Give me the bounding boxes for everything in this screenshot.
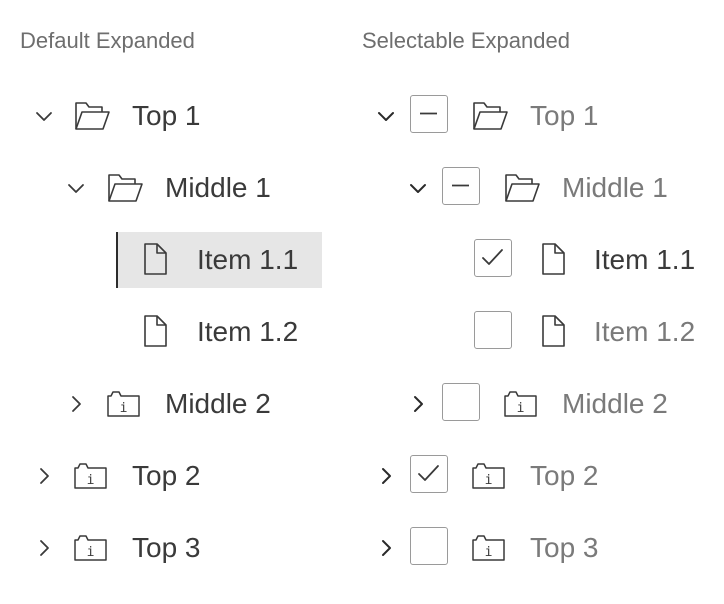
checkbox-unchecked[interactable] [474,311,512,349]
node-label: Top 3 [132,532,201,563]
chevron-right-icon[interactable] [376,538,396,558]
tree-node-middle-1[interactable]: Middle 1 [350,160,724,216]
chevron-down-icon[interactable] [408,178,428,198]
info-folder-icon: i [472,462,508,496]
chevron-right-icon[interactable] [408,394,428,414]
svg-text:i: i [87,545,95,560]
svg-text:i: i [485,473,493,488]
tree-node-middle-2[interactable]: i Middle 2 [0,376,350,432]
checkbox-checked[interactable] [474,239,512,277]
node-label: Top 2 [530,460,599,491]
folder-open-icon [504,171,540,205]
checkbox-indeterminate[interactable] [410,95,448,133]
node-label: Top 1 [132,100,201,131]
tree-node-middle-2[interactable]: i Middle 2 [350,376,724,432]
info-folder-icon: i [74,534,110,568]
chevron-right-icon[interactable] [34,538,54,558]
chevron-right-icon[interactable] [34,466,54,486]
default-expanded-panel: Default Expanded Top 1 Middle 1 Item 1.1 [0,0,350,604]
tree-node-item-1-1[interactable]: Item 1.1 [0,232,350,288]
file-icon [540,242,576,276]
panel-title: Selectable Expanded [362,28,570,53]
info-folder-icon: i [504,390,540,424]
checkbox-checked[interactable] [410,455,448,493]
tree-node-item-1-2[interactable]: Item 1.2 [350,304,724,360]
node-label: Middle 2 [562,388,668,419]
info-folder-icon: i [107,390,143,424]
chevron-down-icon[interactable] [66,178,86,198]
node-label: Middle 1 [562,172,668,203]
panel-title: Default Expanded [20,28,195,53]
info-folder-icon: i [74,462,110,496]
node-label: Top 3 [530,532,599,563]
node-label: Item 1.2 [594,316,696,347]
tree-node-top-1[interactable]: Top 1 [350,88,724,144]
info-folder-icon: i [472,534,508,568]
selectable-expanded-panel: Selectable Expanded Top 1 Middle 1 [350,0,724,604]
tree-node-item-1-1[interactable]: Item 1.1 [350,232,724,288]
node-label: Middle 2 [165,388,271,419]
svg-text:i: i [485,545,493,560]
node-label: Item 1.1 [594,244,696,275]
tree-node-top-1[interactable]: Top 1 [0,88,350,144]
node-label: Item 1.2 [197,316,299,347]
folder-open-icon [107,171,143,205]
svg-text:i: i [87,473,95,488]
file-icon [142,242,178,276]
chevron-down-icon[interactable] [376,106,396,126]
svg-text:i: i [517,401,525,416]
tree-node-top-3[interactable]: i Top 3 [0,520,350,576]
chevron-right-icon[interactable] [66,394,86,414]
tree-node-top-2[interactable]: i Top 2 [0,448,350,504]
tree-node-item-1-2[interactable]: Item 1.2 [0,304,350,360]
folder-open-icon [74,99,110,133]
chevron-right-icon[interactable] [376,466,396,486]
tree-node-top-2[interactable]: i Top 2 [350,448,724,504]
file-icon [540,314,576,348]
folder-open-icon [472,99,508,133]
node-label: Middle 1 [165,172,271,203]
checkbox-indeterminate[interactable] [442,167,480,205]
tree-node-middle-1[interactable]: Middle 1 [0,160,350,216]
checkbox-unchecked[interactable] [410,527,448,565]
checkbox-unchecked[interactable] [442,383,480,421]
chevron-down-icon[interactable] [34,106,54,126]
tree-node-top-3[interactable]: i Top 3 [350,520,724,576]
file-icon [142,314,178,348]
svg-text:i: i [120,401,128,416]
selection-highlight [116,232,322,288]
node-label: Item 1.1 [197,244,299,275]
node-label: Top 2 [132,460,201,491]
node-label: Top 1 [530,100,599,131]
